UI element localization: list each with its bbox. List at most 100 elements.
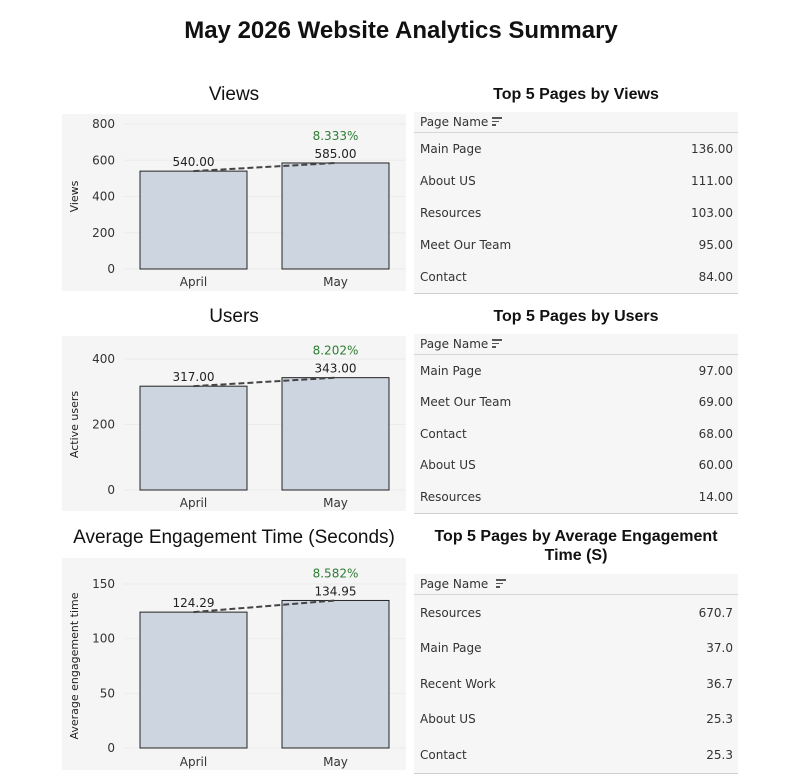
column-header-page-name: Page Name	[420, 115, 489, 129]
bar-april	[139, 611, 248, 749]
change-percent-label: 8.582%	[313, 566, 359, 580]
trend-line	[193, 599, 336, 614]
table-row: Contact 84.00	[414, 261, 738, 293]
page-name: About US	[420, 174, 476, 188]
trend-line	[193, 161, 336, 173]
table-row: About US 25.3	[414, 702, 738, 738]
y-tick-label: 0	[107, 262, 115, 276]
table-row: About US 111.00	[414, 165, 738, 197]
page-name: Contact	[420, 270, 467, 284]
table-row: Resources 14.00	[414, 481, 738, 513]
bar-april	[139, 170, 248, 270]
page-value: 136.00	[691, 142, 733, 156]
table-row: Meet Our Team 69.00	[414, 387, 738, 419]
engagement-table-title: Top 5 Pages by Average Engagement Time (…	[434, 528, 718, 564]
x-tick-label: April	[180, 755, 207, 769]
change-percent-label: 8.333%	[313, 129, 359, 143]
page-value: 36.7	[706, 676, 733, 691]
users-chart-svg: 0 200 400 Active users 317.00 April 343.00 May 8…	[68, 344, 406, 510]
engagement-table: Page Name Resources 670.7 Main Page 37.0 R…	[414, 574, 738, 774]
bar-value-label: 540.00	[173, 155, 215, 169]
table-row: Main Page 37.0	[414, 631, 738, 667]
engagement-chart: 0 50 100 150 Average engagement time 124.29 Ap…	[62, 558, 406, 770]
bar-may	[281, 599, 390, 749]
y-tick-label: 0	[107, 483, 115, 497]
page-value: 14.00	[698, 489, 733, 504]
y-axis-label: Views	[68, 180, 81, 212]
page-name: Resources	[420, 489, 482, 504]
change-percent-label: 8.202%	[313, 344, 359, 358]
table-row: Main Page 97.00	[414, 355, 738, 387]
table-row: Recent Work 36.7	[414, 666, 738, 702]
page-name: Main Page	[420, 641, 482, 656]
bar-value-label: 585.00	[315, 147, 357, 161]
page-value: 97.00	[698, 363, 733, 378]
views-table: Page Name Main Page 136.00 About US 111.00…	[414, 112, 738, 294]
table-row: Contact 25.3	[414, 737, 738, 773]
table-row: Main Page 136.00	[414, 133, 738, 165]
y-tick-label: 600	[92, 153, 115, 167]
x-tick-label: May	[323, 496, 348, 510]
bar-value-label: 343.00	[315, 362, 357, 376]
y-axis-label: Average engagement time	[68, 592, 81, 739]
page-value: 25.3	[706, 747, 733, 762]
page-value: 68.00	[698, 426, 733, 441]
bar-value-label: 124.29	[173, 596, 215, 610]
page-name: Contact	[420, 747, 467, 762]
page-value: 103.00	[691, 206, 733, 220]
trend-line	[193, 376, 336, 388]
table-header[interactable]: Page Name	[414, 574, 738, 595]
table-row: Contact 68.00	[414, 418, 738, 450]
page-value: 60.00	[698, 458, 733, 473]
page-name: Contact	[420, 426, 467, 441]
users-chart-title: Users	[209, 306, 259, 327]
page-value: 670.7	[698, 605, 733, 620]
sort-icon[interactable]	[492, 117, 503, 126]
sort-icon[interactable]	[492, 339, 503, 348]
table-row: Resources 670.7	[414, 595, 738, 631]
page-value: 84.00	[698, 270, 733, 284]
y-tick-label: 200	[92, 226, 115, 240]
page-name: Main Page	[420, 363, 482, 378]
table-header[interactable]: Page Name	[414, 334, 738, 355]
page-value: 111.00	[691, 174, 733, 188]
x-tick-label: May	[323, 275, 348, 289]
users-table-title: Top 5 Pages by Users	[493, 308, 659, 325]
y-tick-label: 400	[92, 190, 115, 204]
users-table: Page Name Main Page 97.00 Meet Our Team 69…	[414, 334, 738, 514]
table-row: Meet Our Team 95.00	[414, 229, 738, 261]
x-tick-label: April	[180, 275, 207, 289]
views-chart-svg: 0 200 400 600 800 Views 540.00 April 585.00 May 8.…	[68, 117, 406, 289]
table-row: Resources 103.00	[414, 197, 738, 229]
engagement-chart-title: Average Engagement Time (Seconds)	[73, 527, 395, 548]
page-value: 25.3	[706, 712, 733, 727]
table-row: About US 60.00	[414, 450, 738, 482]
table-header[interactable]: Page Name	[414, 112, 738, 133]
page-name: About US	[420, 712, 476, 727]
bar-april	[139, 385, 248, 491]
page-value: 95.00	[698, 238, 733, 252]
page-name: Meet Our Team	[420, 238, 512, 252]
sort-icon[interactable]	[496, 579, 507, 588]
y-tick-label: 50	[100, 686, 115, 700]
dashboard-title: May 2026 Website Analytics Summary	[184, 17, 618, 44]
page-name: About US	[420, 458, 476, 473]
views-chart-title: Views	[208, 84, 260, 105]
views-table-title: Top 5 Pages by Views	[493, 86, 659, 103]
y-tick-label: 200	[92, 418, 115, 432]
page-name: Meet Our Team	[420, 395, 512, 410]
views-chart: 0 200 400 600 800 Views 540.00 April 585.00 May 8.…	[62, 114, 406, 291]
bar-may	[281, 377, 390, 491]
page-value: 69.00	[698, 395, 733, 410]
y-tick-label: 400	[92, 352, 115, 366]
column-header-page-name: Page Name	[420, 337, 489, 351]
page-value: 37.0	[706, 641, 733, 656]
page-name: Resources	[420, 605, 482, 620]
y-tick-label: 150	[92, 577, 115, 591]
bar-value-label: 317.00	[173, 370, 215, 384]
x-tick-label: April	[180, 496, 207, 510]
page-name: Recent Work	[420, 676, 496, 691]
y-tick-label: 800	[92, 117, 115, 131]
x-tick-label: May	[323, 755, 348, 769]
page-name: Resources	[420, 206, 482, 220]
